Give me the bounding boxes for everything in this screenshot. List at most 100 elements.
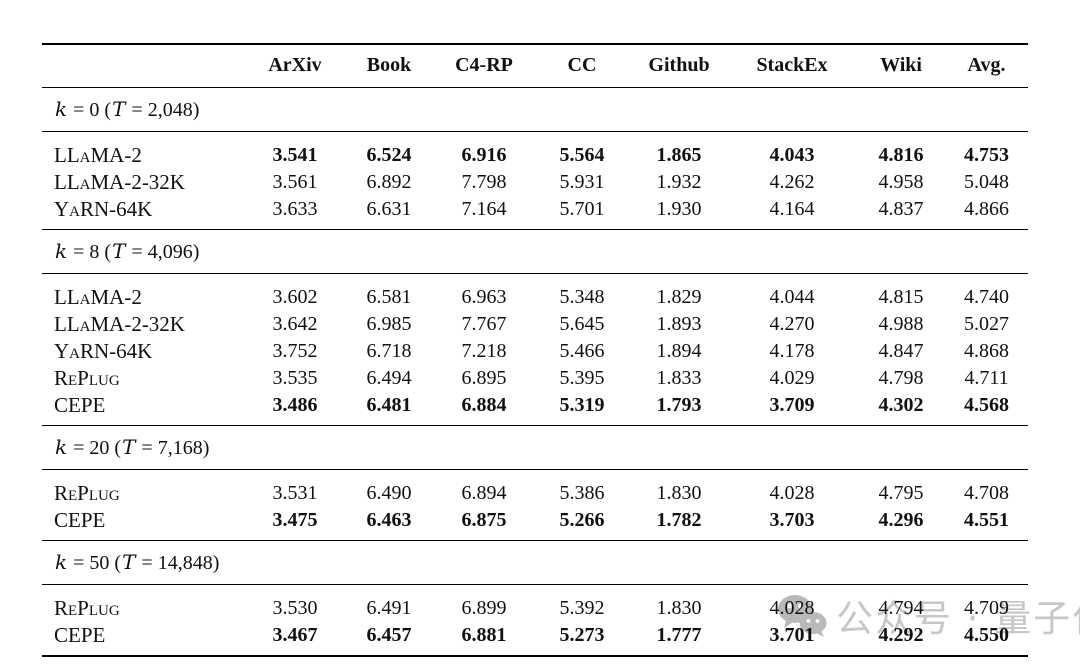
metric-value: 4.029 xyxy=(769,367,815,389)
metric-value: 6.481 xyxy=(366,394,412,416)
model-name: CEPE xyxy=(54,623,106,647)
data-row: YaRN-64K 3.752 6.718 7.218 5.466 1.894 4.178 4.… xyxy=(42,338,1028,365)
metric-value: 5.392 xyxy=(559,597,605,619)
metric-value: 5.466 xyxy=(559,340,605,362)
model-name: LLaMA-2-32K xyxy=(54,170,185,194)
data-row: LLaMA-2 3.602 6.581 6.963 5.348 1.829 4.044 4.8… xyxy=(42,274,1028,312)
metric-value: 3.752 xyxy=(272,340,318,362)
model-name: LLaMA-2 xyxy=(54,143,142,167)
model-name: YaRN-64K xyxy=(54,339,153,363)
column-header-cc: CC xyxy=(567,54,597,76)
model-name: LLaMA-2 xyxy=(54,285,142,309)
data-row: RePlug 3.531 6.490 6.894 5.386 1.830 4.028 4.79… xyxy=(42,470,1028,508)
metric-value: 4.296 xyxy=(878,509,924,531)
metric-value: 1.894 xyxy=(656,340,702,362)
metric-value: 3.709 xyxy=(769,394,815,416)
metric-value: 6.524 xyxy=(366,144,412,166)
metric-value: 1.893 xyxy=(656,313,702,335)
model-name: LLaMA-2-32K xyxy=(54,312,185,336)
metric-value: 1.793 xyxy=(656,394,702,416)
metric-value: 3.703 xyxy=(769,509,815,531)
section-header-row-2: k = 20 (T = 7,168) xyxy=(42,425,1028,470)
metric-value: 4.178 xyxy=(769,340,815,362)
metric-value: 4.988 xyxy=(878,313,924,335)
metric-value: 6.899 xyxy=(461,597,507,619)
metric-value: 6.895 xyxy=(461,367,507,389)
metric-value: 6.985 xyxy=(366,313,412,335)
metric-value: 4.709 xyxy=(964,597,1009,619)
column-header-stackex: StackEx xyxy=(756,54,828,76)
metric-value: 1.830 xyxy=(656,482,702,504)
metric-value: 1.833 xyxy=(656,367,702,389)
metric-value: 4.551 xyxy=(964,509,1009,531)
metric-value: 6.963 xyxy=(461,286,507,308)
metric-value: 1.782 xyxy=(656,509,702,531)
model-column-header xyxy=(42,44,247,88)
metric-value: 5.319 xyxy=(559,394,605,416)
metric-value: 3.701 xyxy=(769,624,815,646)
data-row: YaRN-64K 3.633 6.631 7.164 5.701 1.930 4.164 4.… xyxy=(42,196,1028,230)
metric-value: 5.386 xyxy=(559,482,605,504)
metric-value: 4.753 xyxy=(964,144,1009,166)
data-row: LLaMA-2-32K 3.561 6.892 7.798 5.931 1.932 4.26… xyxy=(42,169,1028,196)
metric-value: 5.564 xyxy=(559,144,605,166)
metric-value: 3.602 xyxy=(272,286,318,308)
model-name: CEPE xyxy=(54,508,106,532)
metric-value: 6.581 xyxy=(366,286,412,308)
metric-value: 4.044 xyxy=(769,286,815,308)
section-header-row-0: k = 0 (T = 2,048) xyxy=(42,87,1028,132)
model-name: RePlug xyxy=(54,481,120,505)
data-row: LLaMA-2-32K 3.642 6.985 7.767 5.645 1.893 4.27… xyxy=(42,311,1028,338)
metric-value: 5.701 xyxy=(559,198,605,220)
metric-value: 4.868 xyxy=(964,340,1009,362)
metric-value: 1.830 xyxy=(656,597,702,619)
metric-value: 6.892 xyxy=(366,171,412,193)
metric-value: 5.266 xyxy=(559,509,605,531)
metric-value: 7.767 xyxy=(461,313,507,335)
section-label: k = 0 (T = 2,048) xyxy=(42,87,1028,132)
metric-value: 3.467 xyxy=(272,624,318,646)
metric-value: 6.875 xyxy=(461,509,507,531)
metric-value: 7.798 xyxy=(461,171,507,193)
column-header-github: Github xyxy=(648,54,710,76)
header-row: ArXiv Book C4-RP CC Github StackEx Wiki Avg. xyxy=(42,44,1028,88)
metric-value: 3.561 xyxy=(272,171,318,193)
perplexity-table: ArXiv Book C4-RP CC Github StackEx Wiki Avg. k … xyxy=(42,43,1028,657)
metric-value: 3.633 xyxy=(272,198,318,220)
metric-value: 6.884 xyxy=(461,394,507,416)
metric-value: 4.568 xyxy=(964,394,1009,416)
metric-value: 3.531 xyxy=(272,482,318,504)
metric-value: 7.164 xyxy=(461,198,507,220)
section-header-row-1: k = 8 (T = 4,096) xyxy=(42,229,1028,274)
metric-value: 4.043 xyxy=(769,144,815,166)
metric-value: 3.535 xyxy=(272,367,318,389)
data-row: CEPE 3.486 6.481 6.884 5.319 1.793 3.709 4.302 4… xyxy=(42,392,1028,426)
section-header-row-3: k = 50 (T = 14,848) xyxy=(42,540,1028,585)
metric-value: 3.475 xyxy=(272,509,318,531)
metric-value: 4.958 xyxy=(878,171,924,193)
metric-value: 1.932 xyxy=(656,171,702,193)
data-row: RePlug 3.530 6.491 6.899 5.392 1.830 4.028 4.79… xyxy=(42,585,1028,623)
column-header-wiki: Wiki xyxy=(880,54,922,76)
metric-value: 5.048 xyxy=(964,171,1009,193)
data-row: CEPE 3.467 6.457 6.881 5.273 1.777 3.701 4.292 4… xyxy=(42,622,1028,656)
metric-value: 1.829 xyxy=(656,286,702,308)
section-label: k = 20 (T = 7,168) xyxy=(42,425,1028,470)
model-name: RePlug xyxy=(54,366,120,390)
metric-value: 4.798 xyxy=(878,367,924,389)
data-row: RePlug 3.535 6.494 6.895 5.395 1.833 4.029 4.79… xyxy=(42,365,1028,392)
metric-value: 6.916 xyxy=(461,144,507,166)
model-name: CEPE xyxy=(54,393,106,417)
metric-value: 3.530 xyxy=(272,597,318,619)
data-row: CEPE 3.475 6.463 6.875 5.266 1.782 3.703 4.296 4… xyxy=(42,507,1028,541)
metric-value: 5.027 xyxy=(964,313,1009,335)
metric-value: 5.645 xyxy=(559,313,605,335)
metric-value: 4.837 xyxy=(878,198,924,220)
metric-value: 6.494 xyxy=(366,367,412,389)
metric-value: 4.270 xyxy=(769,313,815,335)
data-row: LLaMA-2 3.541 6.524 6.916 5.564 1.865 4.043 4.8… xyxy=(42,132,1028,170)
metric-value: 6.491 xyxy=(366,597,412,619)
metric-value: 4.795 xyxy=(878,482,924,504)
metric-value: 4.815 xyxy=(878,286,924,308)
